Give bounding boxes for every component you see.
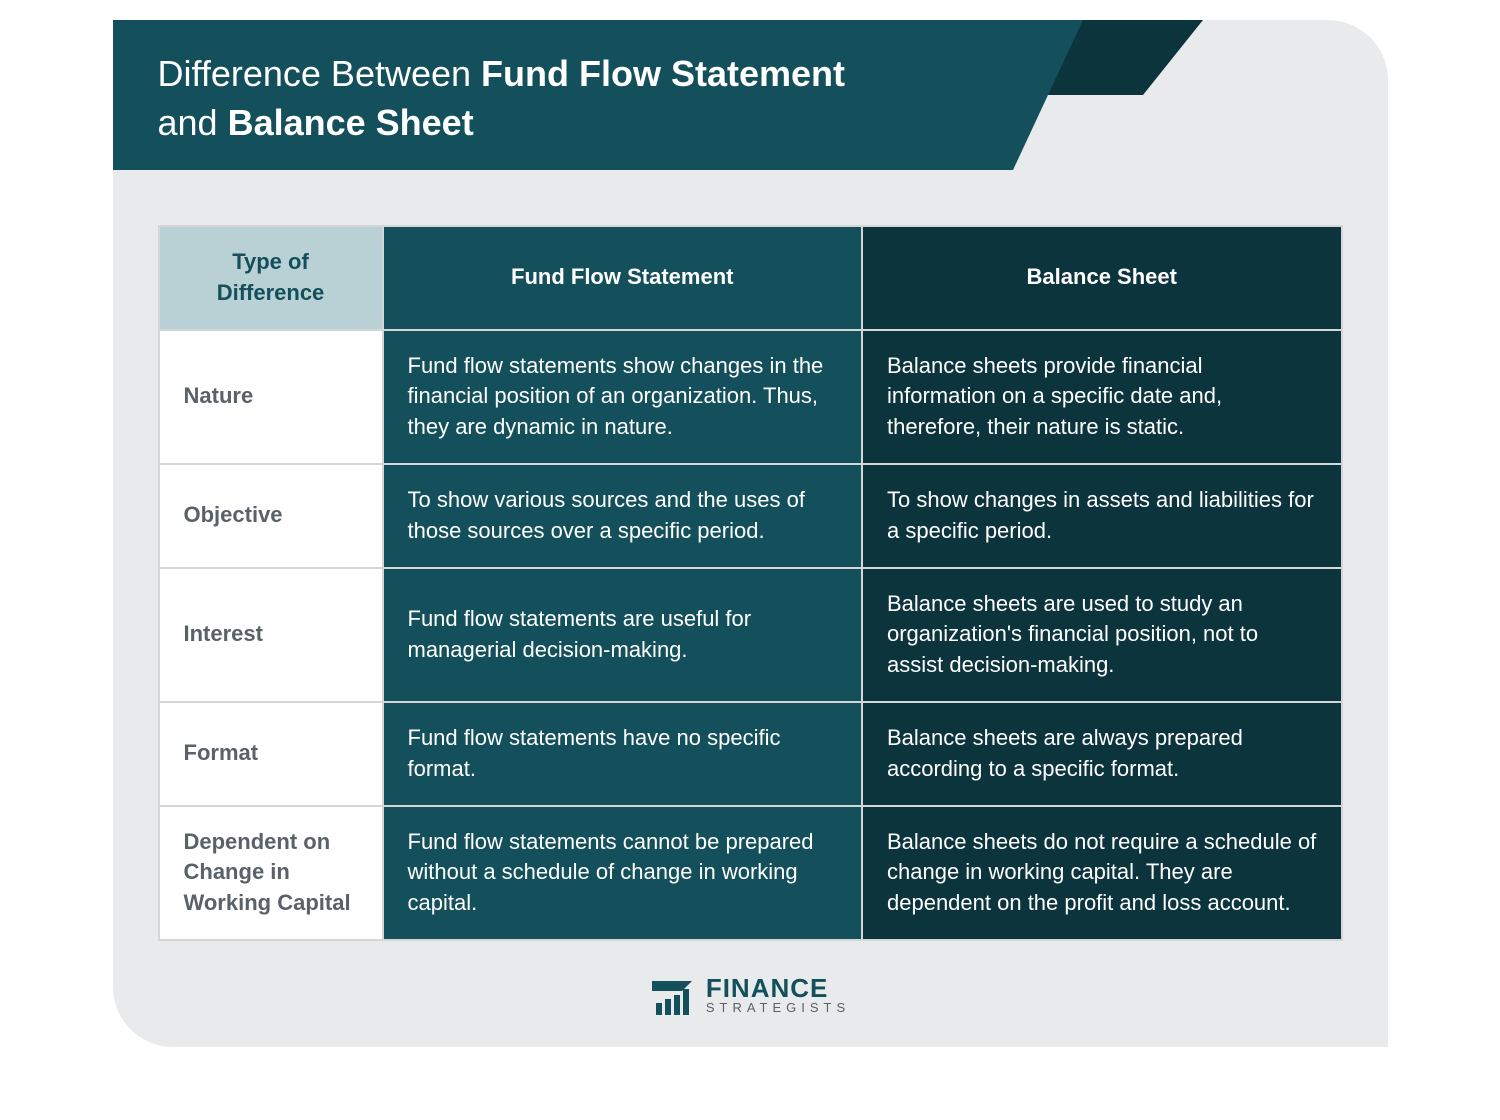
- row-label: Dependent on Change in Working Capital: [159, 806, 383, 940]
- title-text-1: Difference Between: [158, 53, 482, 94]
- logo: FINANCE STRATEGISTS: [113, 961, 1388, 1047]
- table-container: Type of Difference Fund Flow Statement B…: [113, 170, 1388, 961]
- cell-balance: Balance sheets are used to study an orga…: [862, 568, 1342, 702]
- title-text-2: and: [158, 102, 228, 143]
- table-row: Interest Fund flow statements are useful…: [159, 568, 1342, 702]
- page-title: Difference Between Fund Flow Statement a…: [113, 20, 1388, 147]
- row-label: Nature: [159, 330, 383, 464]
- comparison-table: Type of Difference Fund Flow Statement B…: [158, 225, 1343, 941]
- header-balance-sheet: Balance Sheet: [862, 226, 1342, 330]
- table-row: Nature Fund flow statements show changes…: [159, 330, 1342, 464]
- cell-fund: Fund flow statements cannot be prepared …: [383, 806, 863, 940]
- row-label: Objective: [159, 464, 383, 568]
- title-bold-1: Fund Flow Statement: [481, 53, 845, 94]
- cell-fund: Fund flow statements have no specific fo…: [383, 702, 863, 806]
- logo-main-text: FINANCE: [706, 975, 850, 1001]
- cell-balance: Balance sheets provide financial informa…: [862, 330, 1342, 464]
- header-type: Type of Difference: [159, 226, 383, 330]
- logo-text: FINANCE STRATEGISTS: [706, 975, 850, 1014]
- table-header-row: Type of Difference Fund Flow Statement B…: [159, 226, 1342, 330]
- cell-fund: To show various sources and the uses of …: [383, 464, 863, 568]
- header: Difference Between Fund Flow Statement a…: [113, 20, 1388, 170]
- header-fund-flow: Fund Flow Statement: [383, 226, 863, 330]
- table-row: Objective To show various sources and th…: [159, 464, 1342, 568]
- infographic-card: Difference Between Fund Flow Statement a…: [113, 20, 1388, 1047]
- table-row: Format Fund flow statements have no spec…: [159, 702, 1342, 806]
- row-label: Format: [159, 702, 383, 806]
- cell-balance: Balance sheets do not require a schedule…: [862, 806, 1342, 940]
- table-row: Dependent on Change in Working Capital F…: [159, 806, 1342, 940]
- title-bold-2: Balance Sheet: [228, 102, 474, 143]
- row-label: Interest: [159, 568, 383, 702]
- logo-sub-text: STRATEGISTS: [706, 1001, 850, 1014]
- cell-balance: To show changes in assets and liabilitie…: [862, 464, 1342, 568]
- cell-balance: Balance sheets are always prepared accor…: [862, 702, 1342, 806]
- cell-fund: Fund flow statements show changes in the…: [383, 330, 863, 464]
- cell-fund: Fund flow statements are useful for mana…: [383, 568, 863, 702]
- logo-icon: [650, 973, 694, 1017]
